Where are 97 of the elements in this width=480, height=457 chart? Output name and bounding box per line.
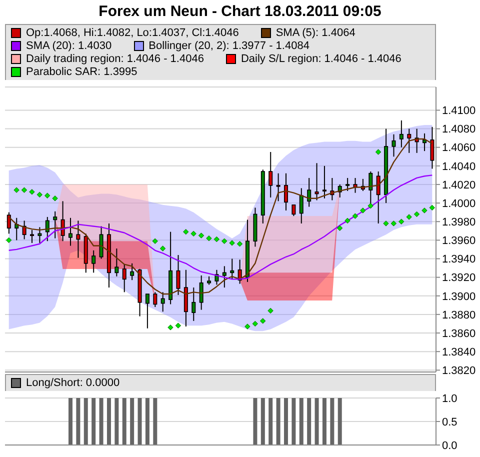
candlestick [276,172,280,202]
y-tick-label: 1.3900 [442,290,476,303]
candlestick [230,258,234,280]
point [190,230,196,237]
candlestick [430,126,434,170]
line-series [8,174,433,280]
point [336,225,343,231]
candlestick [68,217,72,246]
point [36,192,42,198]
candlestick [284,172,288,211]
point [360,208,366,214]
candlestick [145,294,150,329]
point [168,324,174,330]
point [152,238,158,244]
candlestick [376,170,380,224]
candlestick [99,226,104,260]
y-tick-label: 1.3880 [442,309,476,322]
point [352,213,358,219]
point [206,235,212,242]
y-tick-label: 1.4000 [442,198,476,210]
point [44,192,50,198]
legend-label: Daily S/L region: 1.4046 - 1.4046 [240,53,402,65]
point [406,214,412,220]
y-tick-label: 1.4100 [442,105,476,118]
y-tick-label: 0.5 [442,416,458,428]
candlestick [76,220,80,258]
point [260,318,266,324]
y-tick-label: 0.0 [442,440,458,452]
y-tick-label: 1.4060 [442,142,476,154]
point [383,220,389,226]
candlestick [399,120,404,148]
y-tick-label: 1.3840 [442,346,476,358]
point [344,218,350,224]
point [375,149,382,155]
y-tick-label: 1.3820 [442,365,476,378]
chart-title: Forex um Neun - Chart 18.03.2011 09:05 [98,2,382,22]
point [236,241,243,247]
candlestick [192,287,196,322]
point [6,237,12,244]
legend-label: Daily trading region: 1.4046 - 1.4046 [26,53,204,65]
legend-label: Parabolic SAR: 1.3995 [26,66,138,78]
candlestick [38,226,42,244]
point [429,204,435,211]
y-tick-label: 1.0 [442,392,458,405]
point [52,196,58,202]
point [229,240,235,246]
candlestick [322,165,326,199]
candlestick [6,212,11,234]
candlestick [114,248,119,277]
legend-label: Long/Short: 0.0000 [26,377,120,389]
legend-label: SMA (20): 1.4030 [26,40,112,52]
point [21,187,28,193]
candlestick [292,204,296,217]
point [214,236,220,242]
point [160,246,166,252]
y-tick-label: 1.4040 [442,160,476,173]
y-tick-label: 1.4080 [442,124,476,136]
y-tick-label: 1.4020 [442,179,476,192]
candlestick [53,210,58,239]
y-tick-label: 1.3860 [442,328,476,340]
candlestick [407,128,412,154]
point [268,308,274,314]
candlestick [299,188,304,224]
candlestick [314,162,319,201]
point [198,232,204,238]
candlestick [160,292,165,312]
candlestick [346,177,350,192]
point [29,189,35,195]
y-tick-label: 1.3940 [442,254,476,266]
point [368,202,374,209]
point [414,211,420,218]
candlestick [92,250,96,274]
candlestick [130,262,134,281]
candlestick [268,151,273,198]
y-tick-label: 1.3980 [442,216,476,229]
candlestick [30,229,34,244]
candlestick [122,264,126,293]
candlestick [392,134,396,158]
candlestick [307,177,312,208]
point [244,324,250,330]
candlestick [176,254,180,296]
legend-label: SMA (5): 1.4064 [276,27,356,39]
candlestick [222,266,226,288]
point [222,238,228,244]
point [14,187,20,193]
point [422,208,428,214]
y-tick-label: 1.3960 [442,235,476,248]
legend-label: Op:1.4068, Hi:1.4082, Lo:1.4037, Cl:1.4046 [26,27,239,39]
legend-label: Bollinger (20, 2): 1.3977 - 1.4084 [148,40,310,52]
candlestick [199,274,204,310]
point [390,220,397,226]
candlestick [153,292,158,308]
point [183,228,189,235]
point [398,218,404,224]
y-tick-label: 1.3920 [442,272,476,284]
point [175,322,182,328]
point [252,320,258,327]
